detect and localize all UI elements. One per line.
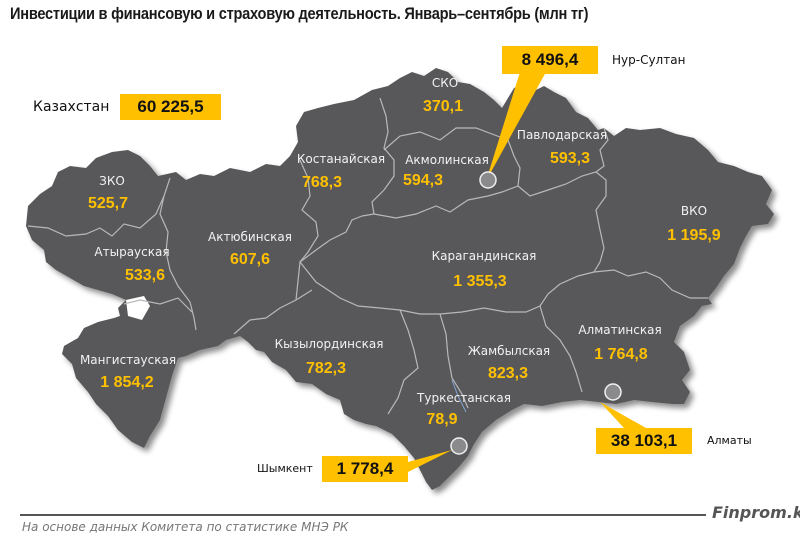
region-zko: ЗКО 525,7 (88, 174, 128, 212)
svg-text:1 854,2: 1 854,2 (100, 374, 153, 391)
region-kostanay: Костанайская 768,3 (297, 152, 385, 191)
country-total-badge: 60 225,5 (120, 94, 221, 120)
svg-text:525,7: 525,7 (88, 195, 128, 212)
region-pavlodar: Павлодарская 593,3 (517, 128, 607, 167)
svg-text:Павлодарская: Павлодарская (517, 128, 607, 142)
nur-sultan-value: 8 496,4 (521, 50, 579, 69)
country-label: Казахстан (33, 99, 110, 115)
svg-text:78,9: 78,9 (426, 411, 457, 428)
almaty-pointer (600, 402, 646, 428)
svg-text:1 355,3: 1 355,3 (453, 273, 506, 290)
region-borders (27, 97, 708, 415)
nur-sultan-badge: 8 496,4 (502, 46, 598, 74)
almaty-label: Алматы (707, 434, 752, 447)
region-almaty: Алматинская 1 764,8 (578, 323, 661, 363)
shymkent-value: 1 778,4 (336, 459, 394, 478)
region-mangistau: Мангистауская 1 854,2 (80, 353, 176, 391)
source-note: На основе данных Комитета по статистике … (22, 520, 349, 534)
svg-text:ВКО: ВКО (681, 204, 707, 218)
almaty-badge: 38 103,1 (596, 428, 692, 454)
region-zhambyl: Жамбылская 823,3 (468, 344, 550, 382)
nur-sultan-pointer (486, 72, 546, 181)
svg-text:594,3: 594,3 (403, 172, 443, 189)
region-turkestan: Туркестанская 78,9 (416, 391, 511, 428)
svg-text:1 764,8: 1 764,8 (594, 346, 647, 363)
nur-sultan-label: Нур-Султан (612, 53, 686, 67)
region-vko: ВКО 1 195,9 (667, 204, 720, 244)
region-karaganda: Карагандинская 1 355,3 (432, 249, 537, 290)
svg-text:533,6: 533,6 (125, 267, 165, 284)
svg-text:1 195,9: 1 195,9 (667, 227, 720, 244)
svg-text:Кызылординская: Кызылординская (275, 337, 384, 351)
footer-divider (20, 514, 706, 516)
svg-text:Алматинская: Алматинская (578, 323, 661, 337)
svg-text:Актюбинская: Актюбинская (208, 230, 292, 244)
svg-text:Акмолинская: Акмолинская (405, 153, 489, 167)
svg-text:ЗКО: ЗКО (99, 174, 125, 188)
shymkent-marker (450, 437, 468, 455)
region-akmola: Акмолинская 594,3 (403, 153, 489, 189)
svg-text:Костанайская: Костанайская (297, 152, 385, 166)
svg-text:Карагандинская: Карагандинская (432, 249, 537, 263)
svg-text:Мангистауская: Мангистауская (80, 353, 176, 367)
chart-title: Инвестиции в финансовую и страховую деят… (10, 4, 589, 23)
almaty-value: 38 103,1 (610, 431, 678, 450)
svg-text:СКО: СКО (432, 76, 458, 90)
svg-text:593,3: 593,3 (550, 150, 590, 167)
region-aktobe: Актюбинская 607,6 (208, 230, 292, 268)
country-total-value: 60 225,5 (137, 97, 204, 116)
brand-logo: Finprom.kz (712, 503, 800, 522)
svg-text:823,3: 823,3 (488, 365, 528, 382)
shymkent-badge: 1 778,4 (322, 456, 408, 482)
region-kyzylorda: Кызылординская 782,3 (275, 337, 384, 377)
nur-sultan-marker (479, 171, 497, 189)
country-outline (26, 68, 774, 490)
svg-text:Туркестанская: Туркестанская (416, 391, 511, 405)
svg-text:Жамбылская: Жамбылская (468, 344, 550, 358)
shymkent-label: Шымкент (257, 462, 313, 475)
svg-text:Атырауская: Атырауская (94, 245, 169, 259)
shymkent-pointer (408, 450, 452, 472)
svg-text:782,3: 782,3 (306, 360, 346, 377)
almaty-marker (604, 383, 622, 401)
svg-text:607,6: 607,6 (230, 251, 270, 268)
svg-text:768,3: 768,3 (302, 174, 342, 191)
svg-text:370,1: 370,1 (423, 98, 463, 115)
region-sko: СКО 370,1 (423, 76, 463, 115)
region-atyrau: Атырауская 533,6 (94, 245, 169, 284)
